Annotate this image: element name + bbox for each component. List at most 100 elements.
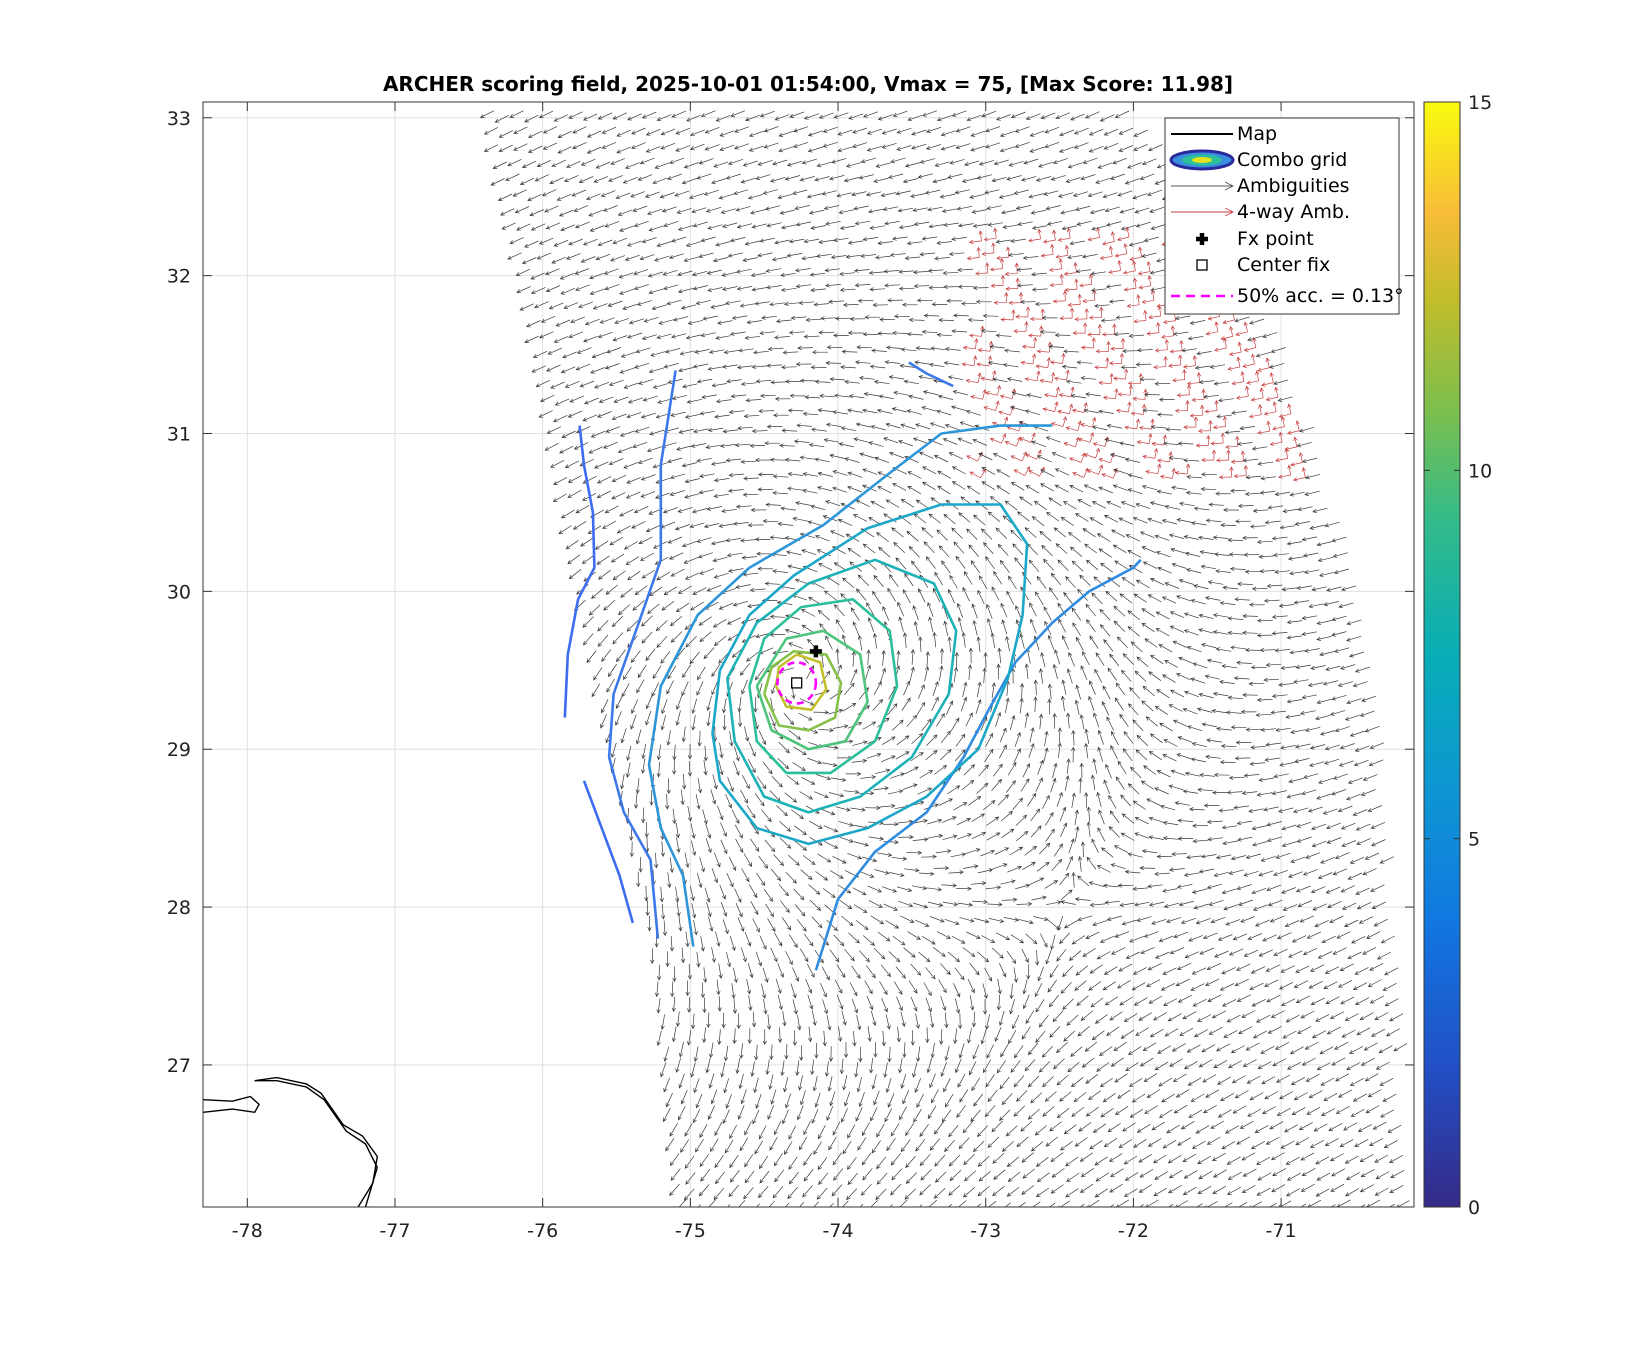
ambiguity-arrow [1086,821,1091,838]
ambiguity-arrow [989,344,1006,349]
ambiguity-arrow [1153,1187,1168,1197]
ambiguity-arrow [1060,982,1072,994]
ambiguity-arrow [833,237,849,243]
ambiguity-arrow [983,542,994,555]
ambiguity-arrow [763,142,779,149]
ambiguity-arrow [866,995,874,1011]
four-way-ambiguity-arrow [1068,403,1074,414]
ambiguity-arrow [650,948,655,965]
ambiguity-arrow [967,317,984,323]
ambiguity-arrow [933,1187,946,1199]
ambiguity-arrow [627,113,642,121]
ambiguity-arrow [691,903,697,919]
ambiguity-arrow [630,142,646,149]
ambiguity-arrow [783,301,800,307]
y-tick-label: 31 [167,424,191,446]
ambiguity-arrow [1117,760,1127,775]
ambiguity-arrow [915,1138,926,1152]
ambiguity-arrow [810,287,827,293]
ambiguity-arrow [962,947,976,957]
ambiguity-arrow [754,1140,763,1155]
ambiguity-arrow [1245,1042,1260,1051]
ambiguity-arrow [1099,1077,1113,1088]
ambiguity-arrow [1331,536,1347,543]
ambiguity-arrow [814,457,830,463]
four-way-ambiguity-arrow [977,372,982,383]
ambiguity-arrow [1081,254,1098,259]
ambiguity-arrow [972,285,989,291]
ambiguity-arrow [1201,643,1217,649]
ambiguity-arrow [1294,521,1310,526]
ambiguity-arrow [509,237,524,245]
ambiguity-arrow [560,509,575,519]
ambiguity-arrow [740,459,757,464]
ambiguity-arrow [1365,1105,1380,1114]
four-way-ambiguity-arrow [1000,274,1006,286]
ambiguity-arrow [930,346,946,351]
ambiguity-arrow [647,603,660,614]
ambiguity-arrow [959,917,975,923]
ambiguity-arrow [1134,901,1150,907]
ambiguity-arrow [996,663,1001,680]
ambiguity-arrow [1115,682,1126,696]
ambiguity-arrow [994,847,1010,855]
ambiguity-arrow [580,537,594,547]
ambiguity-arrow [1091,425,1108,431]
ambiguity-arrow [704,144,720,151]
ambiguity-arrow [1296,585,1312,590]
ambiguity-arrow [820,316,836,321]
ambiguity-arrow [1216,414,1232,419]
ambiguity-arrow [773,413,789,418]
legend-label: 50% acc. = 0.13° [1237,285,1404,307]
ambiguity-arrow [1245,853,1261,860]
ambiguity-arrow [582,414,598,422]
ambiguity-arrow [1119,593,1133,604]
ambiguity-arrow [676,207,692,214]
ambiguity-arrow [939,963,951,976]
ambiguity-arrow [509,110,524,118]
ambiguity-arrow [837,884,852,894]
colorbar-tick-label: 15 [1468,92,1492,114]
ambiguity-arrow [669,490,685,496]
ambiguity-arrow [1242,630,1258,636]
ambiguity-arrow [802,411,819,416]
ambiguity-arrow [626,477,641,484]
ambiguity-arrow [746,651,759,662]
ambiguity-arrow [1057,915,1064,931]
ambiguity-arrow [691,207,707,214]
ambiguity-arrow [554,398,570,406]
ambiguity-arrow [1256,633,1273,638]
ambiguity-arrow [1097,746,1104,762]
ambiguity-arrow [1080,841,1086,858]
ambiguity-arrow [643,316,659,323]
ambiguity-arrow [918,871,935,876]
ambiguity-arrow [1173,931,1189,939]
four-way-ambiguity-arrow [989,437,1002,444]
ambiguity-arrow [880,964,891,978]
ambiguity-arrow [1345,1172,1360,1180]
ambiguity-arrow [665,1092,673,1108]
ambiguity-arrow [1060,1140,1073,1151]
ambiguity-arrow [671,236,687,243]
ambiguity-arrow [1203,394,1219,399]
ambiguity-arrow [779,443,795,448]
ambiguity-arrow [936,409,952,416]
ambiguity-arrow [1006,1186,1020,1197]
ambiguity-arrow [739,1043,744,1060]
ambiguity-arrow [898,616,904,632]
ambiguity-arrow [927,206,943,212]
coastline-segment [254,1076,379,1207]
ambiguity-arrow [914,360,930,365]
ambiguity-arrow [896,735,910,746]
ambiguity-arrow [793,888,805,901]
ambiguity-arrow [1007,865,1023,873]
ambiguity-arrow [721,286,738,291]
four-way-ambiguity-arrow [1192,355,1197,366]
ambiguity-arrow [856,588,867,601]
ambiguity-arrow [717,805,724,821]
ambiguity-arrow [1311,840,1327,848]
ambiguity-arrow [839,225,856,231]
ambiguity-arrow [1031,516,1045,527]
ambiguity-arrow [1066,1014,1079,1026]
ambiguity-arrow [1127,488,1143,495]
